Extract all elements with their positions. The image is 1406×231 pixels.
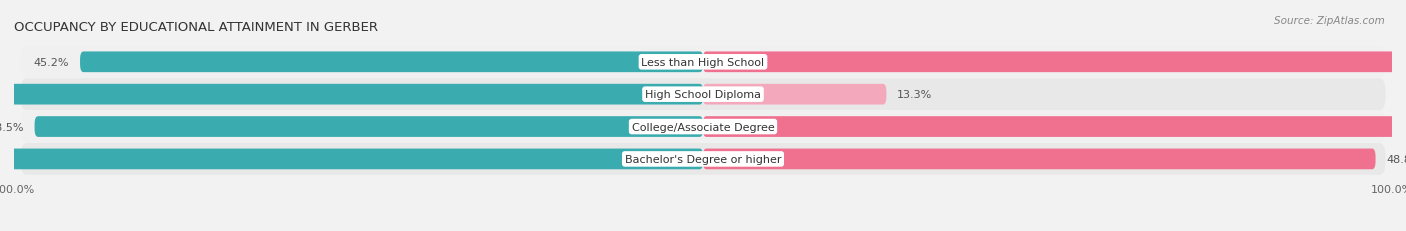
FancyBboxPatch shape: [21, 47, 1385, 78]
Text: College/Associate Degree: College/Associate Degree: [631, 122, 775, 132]
Text: 48.5%: 48.5%: [0, 122, 24, 132]
Text: 48.8%: 48.8%: [1386, 154, 1406, 164]
FancyBboxPatch shape: [0, 85, 703, 105]
FancyBboxPatch shape: [703, 149, 1375, 170]
Text: Bachelor's Degree or higher: Bachelor's Degree or higher: [624, 154, 782, 164]
FancyBboxPatch shape: [0, 149, 703, 170]
Text: OCCUPANCY BY EDUCATIONAL ATTAINMENT IN GERBER: OCCUPANCY BY EDUCATIONAL ATTAINMENT IN G…: [14, 21, 378, 33]
FancyBboxPatch shape: [80, 52, 703, 73]
Text: 45.2%: 45.2%: [34, 58, 69, 67]
FancyBboxPatch shape: [21, 143, 1385, 175]
FancyBboxPatch shape: [703, 85, 886, 105]
FancyBboxPatch shape: [703, 117, 1406, 137]
Text: Less than High School: Less than High School: [641, 58, 765, 67]
FancyBboxPatch shape: [21, 79, 1385, 111]
Text: Source: ZipAtlas.com: Source: ZipAtlas.com: [1274, 16, 1385, 26]
FancyBboxPatch shape: [35, 117, 703, 137]
FancyBboxPatch shape: [703, 52, 1406, 73]
FancyBboxPatch shape: [21, 111, 1385, 143]
Text: High School Diploma: High School Diploma: [645, 90, 761, 100]
Text: 13.3%: 13.3%: [897, 90, 932, 100]
